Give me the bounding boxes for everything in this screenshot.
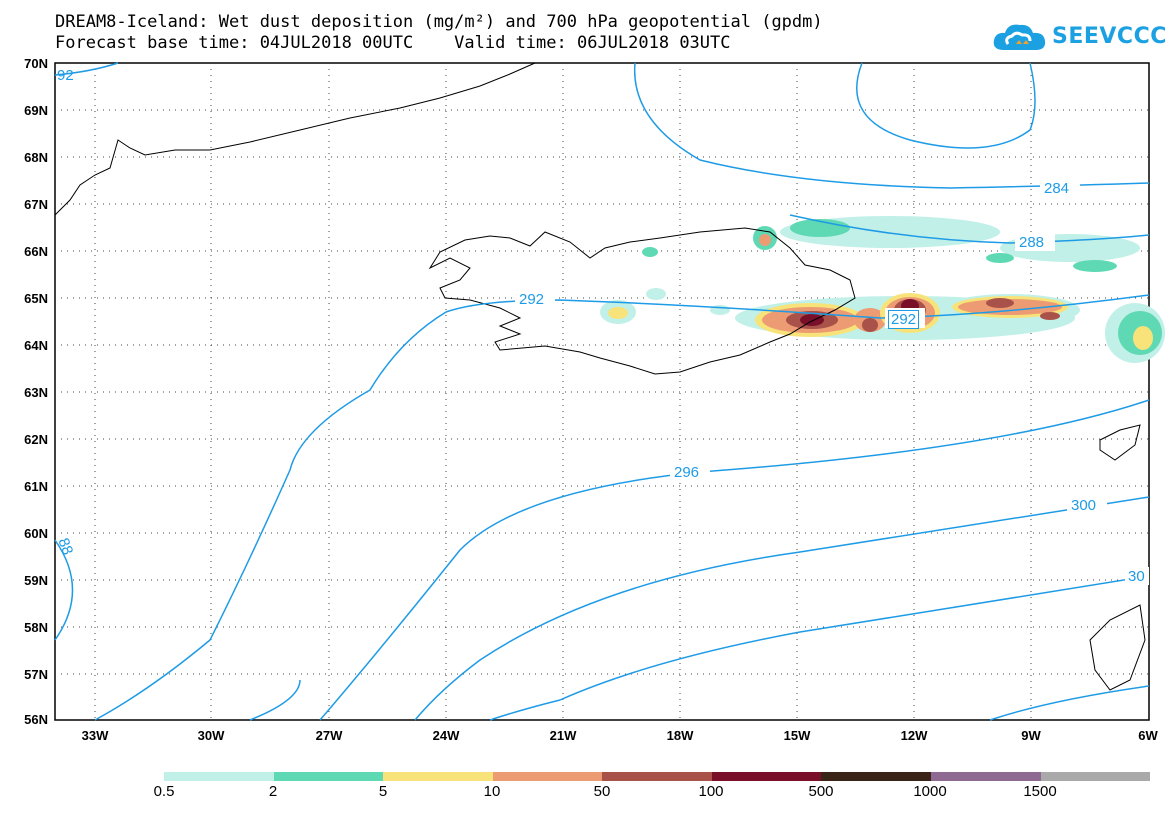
lat-label: 67N xyxy=(24,197,48,212)
lon-label: 24W xyxy=(432,728,460,743)
lon-label: 6W xyxy=(1138,728,1158,743)
colorbar-label: 100 xyxy=(698,783,724,800)
lat-label: 70N xyxy=(24,56,48,71)
colorbar-segment xyxy=(273,772,384,781)
contour-label-296: 296 xyxy=(674,464,700,481)
colorbar-segment xyxy=(383,772,493,781)
lon-label: 27W xyxy=(315,728,343,743)
contour-label-292-east: 292 xyxy=(888,310,920,329)
lat-label: 57N xyxy=(24,667,48,682)
colorbar-label: 500 xyxy=(808,783,834,800)
coastlines xyxy=(54,62,1146,691)
lat-label: 69N xyxy=(24,103,48,118)
colorbar-segment xyxy=(930,772,1041,781)
lon-label: 9W xyxy=(1021,728,1041,743)
lon-label: 18W xyxy=(666,728,694,743)
contour-label-292-west: 292 xyxy=(519,291,545,308)
lat-label: 58N xyxy=(24,620,48,635)
colorbar-segment xyxy=(602,772,712,781)
contour-label-30: 30 xyxy=(1128,568,1145,585)
lat-label: 62N xyxy=(24,432,48,447)
lat-label: 56N xyxy=(24,712,48,727)
colorbar-segment xyxy=(1040,772,1151,781)
map-title: DREAM8-Iceland: Wet dust deposition (mg/… xyxy=(55,12,823,32)
lon-label: 21W xyxy=(549,728,577,743)
lat-label: 68N xyxy=(24,150,48,165)
contour-label-backgrounds xyxy=(515,179,1149,585)
contour-label-284: 284 xyxy=(1044,180,1070,197)
colorbar-label: 50 xyxy=(593,783,611,800)
cloud-logo-icon xyxy=(993,24,1046,50)
contour-label-300: 300 xyxy=(1071,497,1097,514)
lon-label: 33W xyxy=(81,728,109,743)
lon-label: 12W xyxy=(900,728,928,743)
colorbar-label: 0.5 xyxy=(153,783,175,800)
colorbar-segment xyxy=(821,772,931,781)
colorbar-label: 1000 xyxy=(913,783,947,800)
lat-label: 59N xyxy=(24,573,48,588)
colorbar-label: 10 xyxy=(483,783,501,800)
lat-label: 63N xyxy=(24,385,48,400)
logo-text: SEEVCCC xyxy=(1052,24,1167,49)
lat-label: 65N xyxy=(24,291,48,306)
colorbar-segment xyxy=(711,772,822,781)
contour-label-288: 288 xyxy=(1019,234,1045,251)
map-subtitle-times: Forecast base time: 04JUL2018 00UTC Vali… xyxy=(55,33,731,53)
colorbar-label: 5 xyxy=(378,783,388,800)
lat-label: 64N xyxy=(24,338,48,353)
lat-label: 60N xyxy=(24,526,48,541)
contour-label-92: 92 xyxy=(57,67,74,84)
colorbar-label: 1500 xyxy=(1023,783,1057,800)
colorbar-segment xyxy=(164,772,274,781)
lon-label: 30W xyxy=(197,728,225,743)
colorbar-segment xyxy=(492,772,603,781)
lat-label: 66N xyxy=(24,244,48,259)
lat-label: 61N xyxy=(24,479,48,494)
graticule xyxy=(55,63,1149,720)
lon-label: 15W xyxy=(783,728,811,743)
colorbar-label: 2 xyxy=(268,783,278,800)
colorbar xyxy=(164,772,1151,781)
